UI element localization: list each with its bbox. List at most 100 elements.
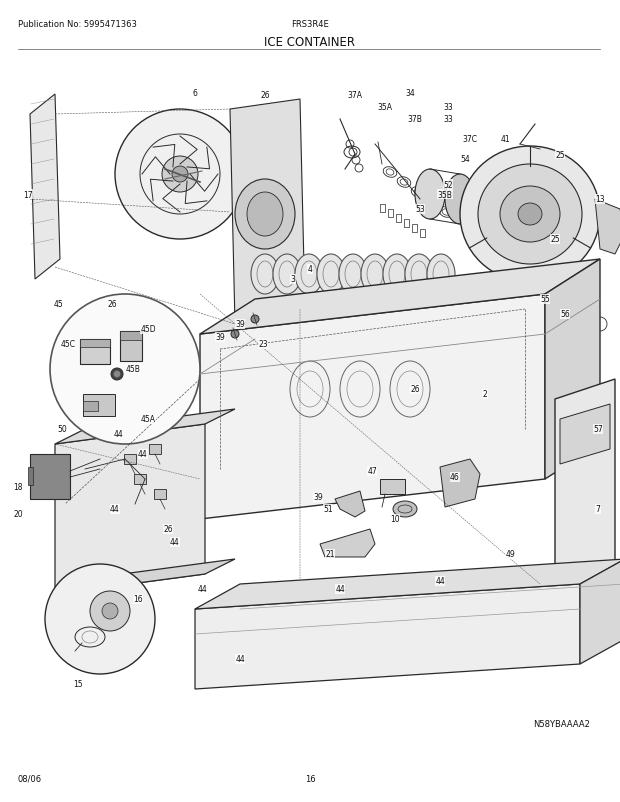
Text: 15: 15	[73, 679, 83, 689]
Text: 41: 41	[500, 136, 510, 144]
Text: Publication No: 5995471363: Publication No: 5995471363	[18, 20, 137, 29]
Text: 50: 50	[57, 425, 67, 434]
Polygon shape	[195, 559, 620, 610]
Text: 33: 33	[443, 103, 453, 112]
Circle shape	[111, 369, 123, 380]
Bar	[134, 475, 146, 484]
Ellipse shape	[427, 255, 455, 294]
Text: 45A: 45A	[141, 415, 156, 424]
Polygon shape	[545, 260, 600, 480]
Ellipse shape	[405, 255, 433, 294]
Text: 44: 44	[435, 577, 445, 585]
Polygon shape	[195, 585, 580, 689]
Ellipse shape	[361, 255, 389, 294]
Text: 57: 57	[593, 425, 603, 434]
Text: 2: 2	[482, 390, 487, 399]
Text: 25: 25	[550, 235, 560, 244]
Bar	[396, 215, 401, 223]
Text: 26: 26	[107, 300, 117, 309]
Ellipse shape	[518, 204, 542, 225]
Text: 26: 26	[163, 525, 173, 534]
Text: 39: 39	[235, 320, 245, 329]
Polygon shape	[55, 424, 205, 594]
Text: 39: 39	[313, 493, 323, 502]
Bar	[28, 468, 33, 485]
Bar	[420, 229, 425, 237]
Polygon shape	[200, 260, 600, 334]
Text: 56: 56	[560, 310, 570, 319]
Text: 45B: 45B	[126, 365, 141, 374]
Text: 26: 26	[410, 385, 420, 394]
Text: 16: 16	[304, 774, 316, 783]
Text: 44: 44	[113, 430, 123, 439]
Text: 35A: 35A	[378, 103, 392, 112]
Text: 45C: 45C	[61, 340, 76, 349]
Polygon shape	[555, 379, 615, 610]
Text: 3: 3	[291, 275, 296, 284]
Circle shape	[162, 157, 198, 192]
Text: 35B: 35B	[438, 190, 453, 199]
Circle shape	[114, 371, 120, 378]
Ellipse shape	[383, 255, 411, 294]
Bar	[120, 331, 142, 341]
Text: 21: 21	[326, 550, 335, 559]
Bar	[80, 339, 110, 365]
Polygon shape	[55, 410, 235, 444]
Text: 6: 6	[193, 88, 197, 97]
Circle shape	[45, 565, 155, 674]
Bar	[30, 455, 70, 500]
Text: ICE CONTAINER: ICE CONTAINER	[265, 36, 355, 49]
Circle shape	[102, 603, 118, 619]
Text: eReplacementParts.com: eReplacementParts.com	[209, 431, 411, 448]
Bar	[124, 455, 136, 464]
Circle shape	[172, 167, 188, 183]
Polygon shape	[595, 200, 620, 255]
Text: 53: 53	[415, 205, 425, 214]
Text: 44: 44	[110, 505, 120, 514]
Text: 08/06: 08/06	[18, 774, 42, 783]
Text: 44: 44	[197, 585, 207, 593]
Ellipse shape	[317, 255, 345, 294]
Polygon shape	[580, 559, 620, 664]
Text: 37C: 37C	[463, 136, 477, 144]
Text: 16: 16	[133, 595, 143, 604]
Bar	[83, 395, 115, 416]
Text: 7: 7	[596, 505, 600, 514]
Polygon shape	[560, 404, 610, 464]
Ellipse shape	[295, 255, 323, 294]
Text: 13: 13	[595, 195, 605, 205]
Text: 37B: 37B	[407, 115, 422, 124]
Circle shape	[231, 330, 239, 338]
Bar	[149, 444, 161, 455]
Text: 44: 44	[170, 538, 180, 547]
Ellipse shape	[500, 187, 560, 243]
Polygon shape	[30, 95, 60, 280]
Text: 39: 39	[215, 333, 225, 342]
Text: N58YBAAAA2: N58YBAAAA2	[533, 719, 590, 728]
Circle shape	[115, 110, 245, 240]
Text: 49: 49	[505, 550, 515, 559]
Bar	[154, 489, 166, 500]
Text: 44: 44	[335, 585, 345, 593]
Circle shape	[90, 591, 130, 631]
Text: FRS3R4E: FRS3R4E	[291, 20, 329, 29]
Text: 52: 52	[443, 180, 453, 189]
Text: 45: 45	[53, 300, 63, 309]
Text: 45D: 45D	[140, 325, 156, 334]
Bar	[83, 402, 98, 411]
Text: 33: 33	[443, 115, 453, 124]
Polygon shape	[335, 492, 365, 517]
Bar	[380, 480, 405, 494]
Bar	[404, 220, 409, 228]
Polygon shape	[55, 559, 235, 594]
Text: 54: 54	[460, 156, 470, 164]
Text: 34: 34	[405, 88, 415, 97]
Polygon shape	[440, 460, 480, 508]
Ellipse shape	[235, 180, 295, 249]
Text: 37A: 37A	[347, 91, 363, 99]
Ellipse shape	[339, 255, 367, 294]
Polygon shape	[230, 100, 305, 325]
Text: 18: 18	[13, 483, 23, 492]
Text: 51: 51	[323, 505, 333, 514]
Ellipse shape	[273, 255, 301, 294]
